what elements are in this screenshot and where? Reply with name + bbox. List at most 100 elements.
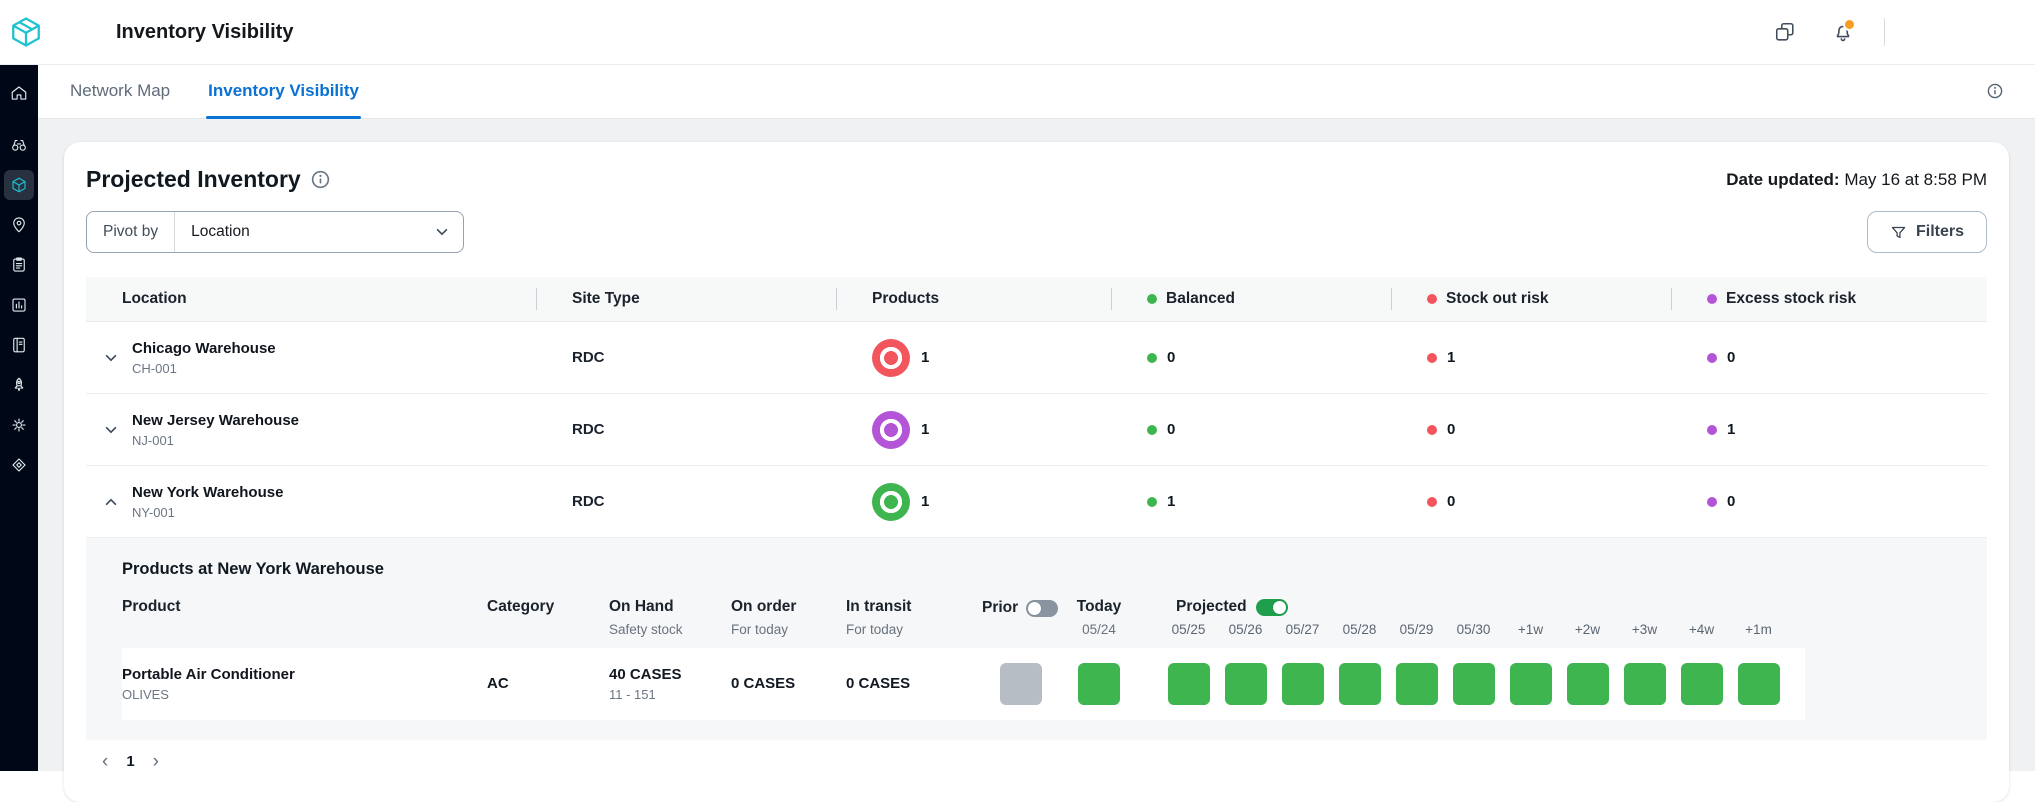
notifications-button[interactable] [1826,15,1860,49]
products-status-donut [872,411,910,449]
product-name[interactable]: Portable Air Conditioner [122,666,487,683]
balanced-dot-icon [1147,294,1157,304]
location-name[interactable]: Chicago Warehouse [132,340,276,357]
projected-cell-slot [1502,663,1559,705]
page-info-button[interactable] [1981,77,2009,105]
sidebar-item-launch[interactable] [4,370,34,400]
table-row: Chicago Warehouse CH-001 RDC 1 0 1 0 [86,322,1987,394]
product-brand: OLIVES [122,687,487,702]
inventory-status-cell[interactable] [1225,663,1267,705]
filters-button[interactable]: Filters [1867,211,1987,253]
column-header-balanced[interactable]: Balanced [1111,277,1391,321]
inventory-status-cell[interactable] [1738,663,1780,705]
package-icon [10,175,28,195]
prior-toggle[interactable] [1026,600,1058,617]
sidebar-item-network[interactable] [4,210,34,240]
sidebar-item-insights[interactable] [4,130,34,160]
table-row: New Jersey Warehouse NJ-001 RDC 1 0 0 1 [86,394,1987,466]
column-header-on-order[interactable]: On order For today [731,597,846,638]
column-header-stockout[interactable]: Stock out risk [1391,277,1671,321]
expand-row-button[interactable] [98,417,124,443]
inventory-status-cell[interactable] [1396,663,1438,705]
column-header-excess[interactable]: Excess stock risk [1671,277,1987,321]
sidebar-item-orders[interactable] [4,250,34,280]
expand-row-button[interactable] [98,345,124,371]
projected-cell-slot [1388,663,1445,705]
product-row-container: Portable Air Conditioner OLIVES AC 40 CA… [122,648,1805,720]
products-table-header: Product Category On Hand Safety stock On… [122,597,1969,638]
chevron-down-icon [435,225,463,239]
stockout-dot-icon [1427,425,1437,435]
inventory-status-cell[interactable] [1453,663,1495,705]
stockout-dot-icon [1427,294,1437,304]
title-info-icon[interactable] [311,170,330,189]
inventory-status-cell[interactable] [1339,663,1381,705]
column-header-on-hand[interactable]: On Hand Safety stock [609,597,731,638]
site-type: RDC [572,349,605,366]
previous-page-button[interactable]: ‹ [100,752,110,771]
column-header-products[interactable]: Products [836,277,1111,321]
sidebar-item-settings[interactable] [4,410,34,440]
next-page-button[interactable]: › [151,752,161,771]
apps-icon [1774,21,1796,43]
sidebar-item-analytics[interactable] [4,290,34,320]
column-header-location[interactable]: Location [86,277,536,321]
sidebar-item-integrations[interactable] [4,450,34,480]
filters-button-label: Filters [1916,223,1964,241]
prior-cell [982,663,1060,705]
projected-date-label: 05/30 [1445,622,1502,638]
projected-cell-slot [1673,663,1730,705]
inventory-status-cell[interactable] [1567,663,1609,705]
page-title: Projected Inventory [86,166,301,193]
location-name[interactable]: New York Warehouse [132,484,283,501]
projected-cell-slot [1274,663,1331,705]
projected-cells [1160,663,1787,705]
column-header-prior: Prior [982,597,1060,618]
inventory-status-cell[interactable] [1510,663,1552,705]
products-count: 1 [921,493,929,510]
inventory-status-cell[interactable] [1168,663,1210,705]
tab-network-map[interactable]: Network Map [68,64,172,118]
today-cell [1060,663,1138,705]
inventory-status-cell[interactable] [1078,663,1120,705]
clipboard-icon [10,255,28,275]
sidebar-item-inventory[interactable] [4,170,34,200]
collapse-row-button[interactable] [98,489,124,515]
location-name[interactable]: New Jersey Warehouse [132,412,299,429]
projected-date-label: +1w [1502,622,1559,638]
sidebar-item-planning[interactable] [4,330,34,360]
app-logo[interactable] [0,15,52,49]
projected-date-label: +2w [1559,622,1616,638]
products-status-donut [872,483,910,521]
pivot-by-select[interactable]: Pivot by Location [86,211,464,253]
projected-date-labels: 05/2505/2605/2705/2805/2905/30+1w+2w+3w+… [1160,622,1787,638]
excess-dot-icon [1707,497,1717,507]
inventory-status-cell[interactable] [1624,663,1666,705]
inventory-status-cell[interactable] [1000,663,1042,705]
inventory-status-cell[interactable] [1681,663,1723,705]
projected-date-label: +1m [1730,622,1787,638]
panel-title: Products at New York Warehouse [122,560,1969,579]
safety-stock-range: 11 - 151 [609,687,731,702]
excess-count: 0 [1727,349,1735,366]
apps-button[interactable] [1768,15,1802,49]
stockout-dot-icon [1427,497,1437,507]
projected-toggle[interactable] [1256,599,1288,616]
balanced-count: 0 [1167,349,1175,366]
current-page-number[interactable]: 1 [126,753,134,770]
projected-cell-slot [1160,663,1217,705]
products-count: 1 [921,421,929,438]
projected-date-label: +3w [1616,622,1673,638]
sidebar-item-home[interactable] [4,78,34,108]
products-status-donut [872,339,910,377]
column-header-product[interactable]: Product [122,597,487,617]
projected-cell-slot [1331,663,1388,705]
bar-chart-icon [10,295,28,315]
column-header-site-type[interactable]: Site Type [536,277,836,321]
tab-inventory-visibility[interactable]: Inventory Visibility [206,64,361,118]
date-updated-label: Date updated: [1726,170,1839,189]
column-header-category[interactable]: Category [487,597,609,617]
balanced-dot-icon [1147,353,1157,363]
column-header-in-transit[interactable]: In transit For today [846,597,982,638]
inventory-status-cell[interactable] [1282,663,1324,705]
